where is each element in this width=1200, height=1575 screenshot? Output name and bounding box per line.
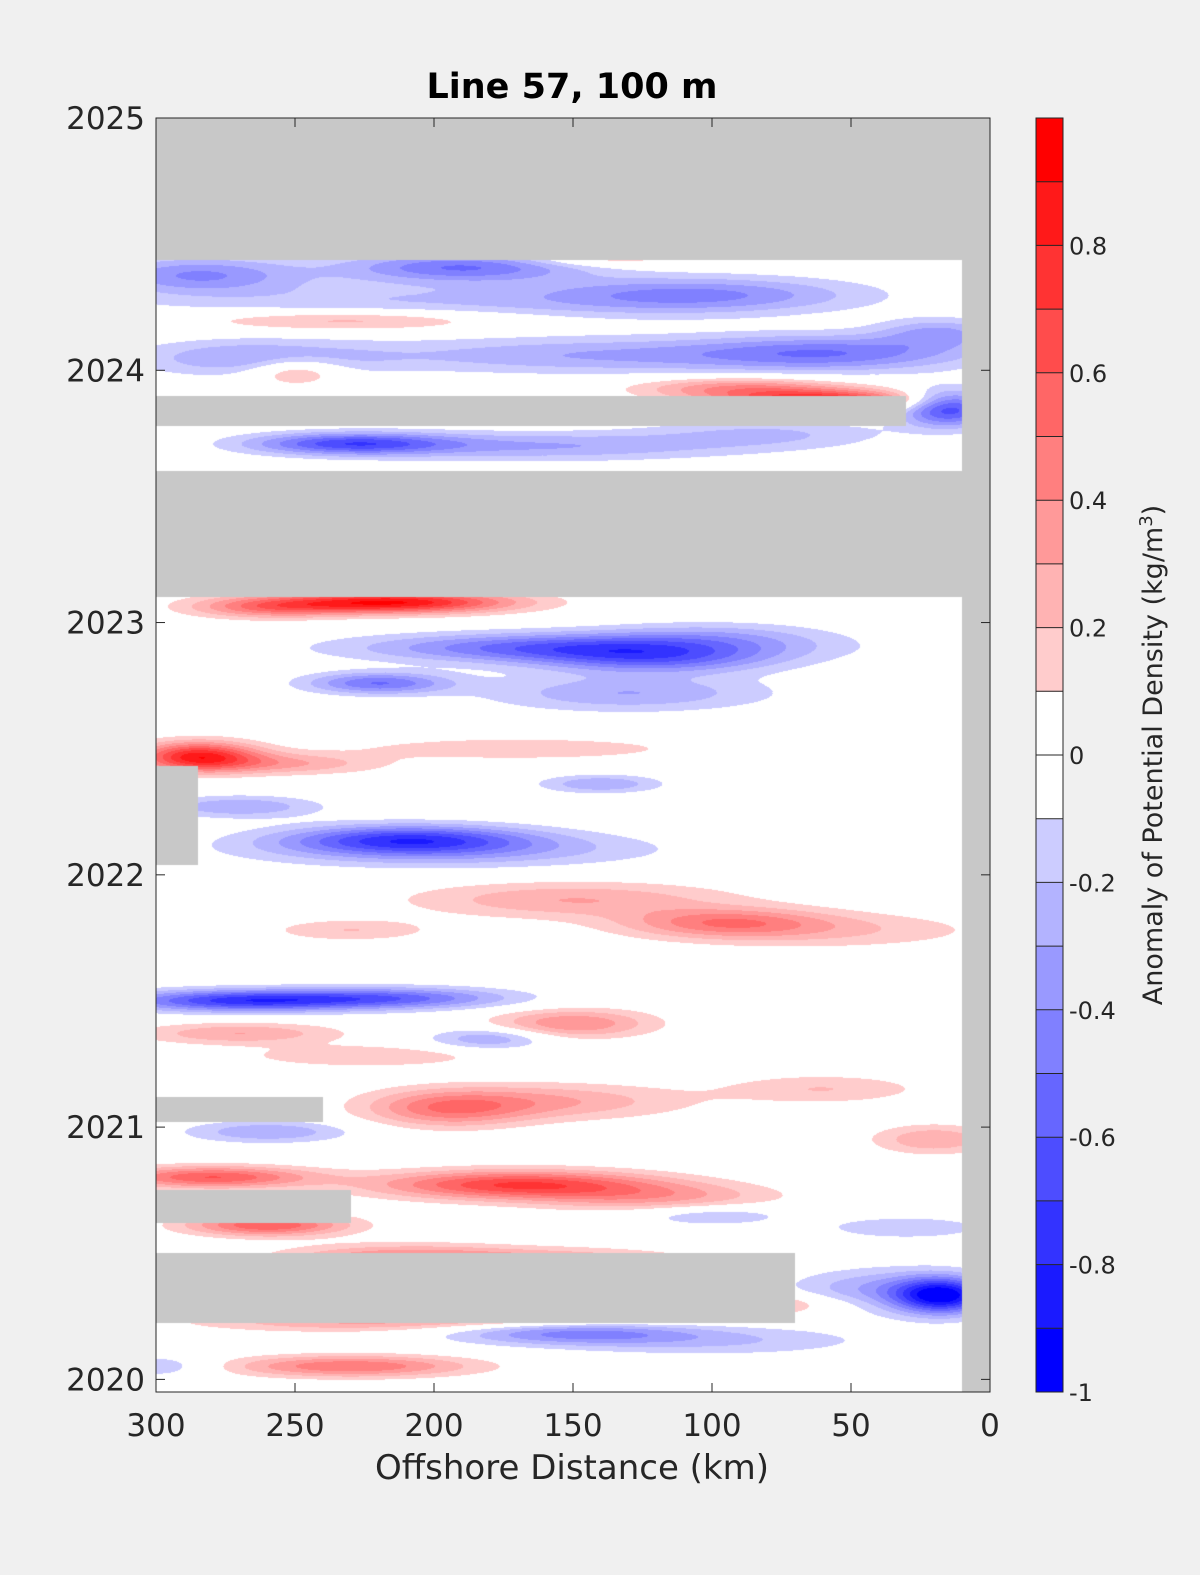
colorbar-band — [1036, 1137, 1063, 1202]
x-tick-label: 50 — [831, 1408, 870, 1444]
colorbar-band — [1036, 627, 1063, 692]
x-tick-label: 250 — [265, 1408, 324, 1444]
colorbar-label-close: ) — [1138, 505, 1169, 516]
y-ticks: 2020 2021 2022 2023 2024 2025 — [66, 101, 990, 1398]
y-tick-label: 2022 — [66, 858, 145, 894]
colorbar-band — [1036, 1009, 1063, 1074]
colorbar-band — [1036, 691, 1063, 756]
colorbar-band — [1036, 1073, 1063, 1138]
x-axis-label: Offshore Distance (km) — [375, 1448, 769, 1488]
anomaly-field — [156, 118, 990, 1392]
colorbar-band — [1036, 755, 1063, 820]
colorbar-band — [1036, 882, 1063, 947]
x-tick-label: 100 — [682, 1408, 741, 1444]
x-ticks: 300 250 200 150 100 50 0 — [126, 118, 1000, 1444]
colorbar-band — [1036, 436, 1063, 501]
colorbar-tick-label: -0.8 — [1069, 1252, 1116, 1280]
colorbar-label: Anomaly of Potential Density (kg/m3) — [1136, 505, 1169, 1005]
colorbar-band — [1036, 309, 1063, 374]
y-tick-label: 2023 — [66, 606, 145, 642]
colorbar-band — [1036, 818, 1063, 883]
colorbar-band — [1036, 563, 1063, 629]
colorbar-label-superscript: 3 — [1136, 515, 1157, 526]
colorbar-band — [1036, 1200, 1063, 1266]
colorbar-label-text: Anomaly of Potential Density (kg/m — [1138, 527, 1169, 1005]
x-tick-label: 0 — [980, 1408, 1000, 1444]
colorbar-bands — [1036, 118, 1063, 1393]
colorbar-band — [1036, 1328, 1063, 1393]
chart-title: Line 57, 100 m — [426, 67, 717, 107]
plot-area: 300 250 200 150 100 50 0 202020212022202320242… — [66, 101, 1000, 1444]
colorbar-tick-label: -0.6 — [1069, 1124, 1116, 1152]
colorbar-band — [1036, 245, 1063, 310]
y-tick-label: 2025 — [66, 101, 145, 137]
colorbar: -1 -0.8 -0.6 -0.4 -0.2 0 0.2 0.4 0.6 0.8 Anomaly … — [1035, 117, 1169, 1407]
colorbar-band — [1036, 1264, 1063, 1329]
colorbar-band — [1036, 118, 1063, 183]
y-tick-label: 2024 — [66, 353, 145, 389]
colorbar-band — [1036, 946, 1063, 1011]
colorbar-band — [1036, 500, 1063, 565]
colorbar-tick-label: -1 — [1069, 1379, 1093, 1407]
colorbar-tick-label: -0.2 — [1069, 869, 1116, 897]
colorbar-tick-label: 0.6 — [1069, 360, 1107, 388]
colorbar-ticks: -1 -0.8 -0.6 -0.4 -0.2 0 0.2 0.4 0.6 0.8 — [1036, 117, 1116, 1407]
y-tick-label: 2021 — [66, 1110, 145, 1146]
colorbar-tick-label: 0.8 — [1069, 232, 1107, 260]
colorbar-tick-label: 0.2 — [1069, 615, 1107, 643]
colorbar-tick-label: 0.4 — [1069, 487, 1107, 515]
colorbar-band — [1036, 181, 1063, 246]
colorbar-tick-label: 0 — [1069, 742, 1084, 770]
y-tick-label: 2020 — [66, 1362, 145, 1398]
x-tick-label: 150 — [543, 1408, 602, 1444]
colorbar-tick-label: -0.4 — [1069, 997, 1116, 1025]
x-tick-label: 300 — [126, 1408, 185, 1444]
x-tick-label: 200 — [404, 1408, 463, 1444]
colorbar-band — [1036, 372, 1063, 437]
